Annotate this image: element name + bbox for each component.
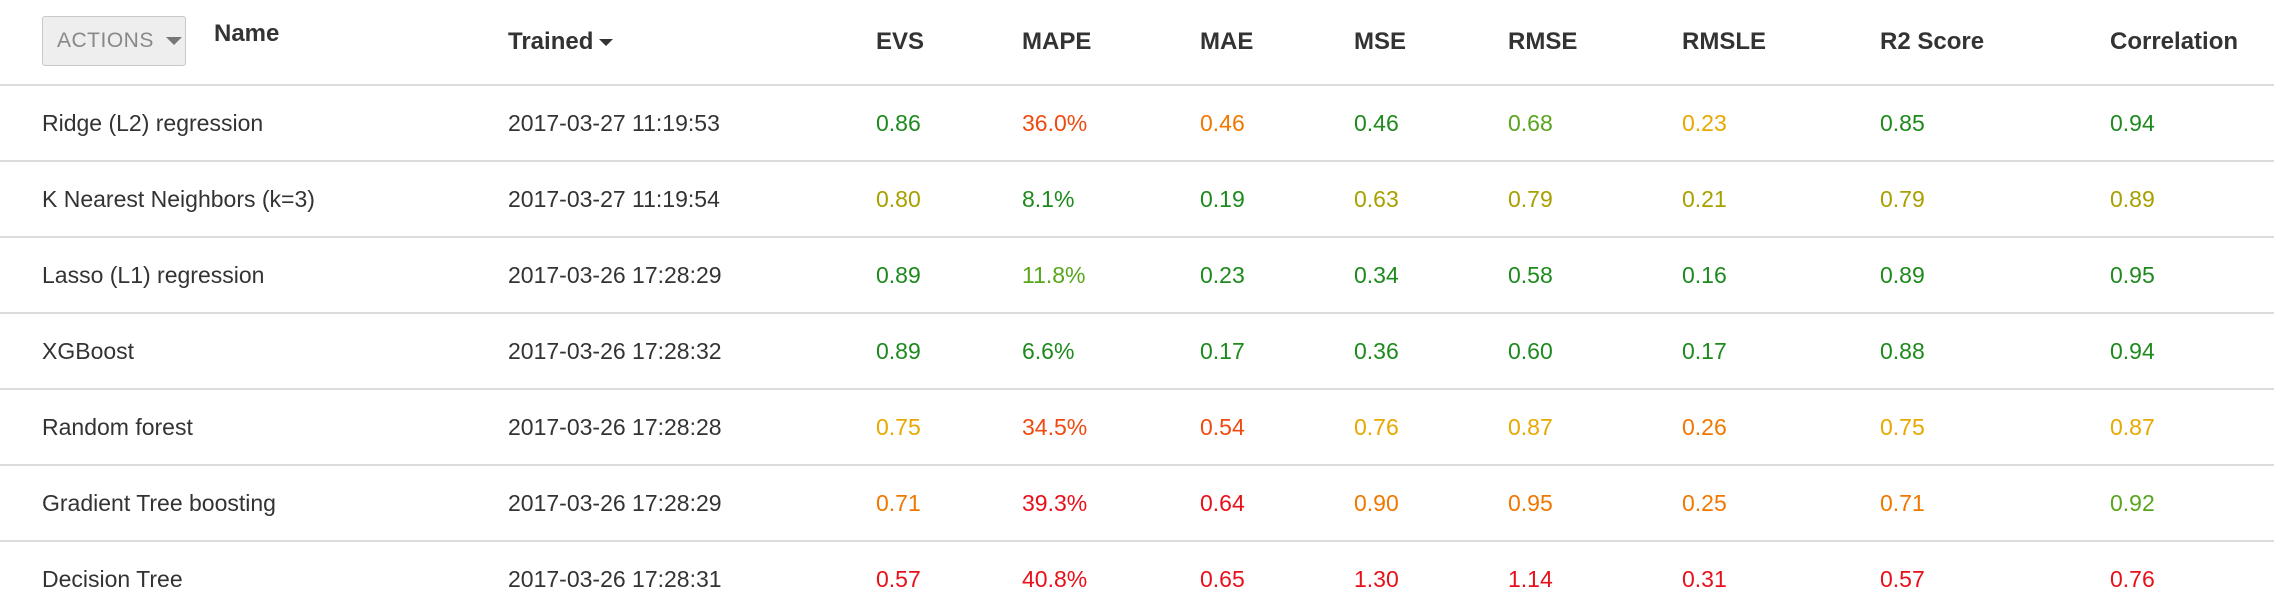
metric-correlation: 0.87 [2110, 413, 2155, 440]
model-name-link[interactable]: Decision Tree [42, 565, 183, 592]
metric-mse: 0.34 [1354, 261, 1399, 288]
column-header-evs[interactable]: EVS [876, 28, 925, 55]
metric-mae: 0.54 [1200, 413, 1245, 440]
trained-timestamp: 2017-03-26 17:28:28 [508, 413, 722, 440]
metric-r2-score: 0.57 [1880, 565, 1925, 592]
metric-mape: 36.0% [1022, 109, 1088, 136]
trained-timestamp: 2017-03-26 17:28:29 [508, 261, 722, 288]
table-row[interactable]: XGBoost 2017-03-26 17:28:32 0.89 6.6% 0.… [0, 314, 2274, 390]
metric-mse: 0.46 [1354, 109, 1399, 136]
trained-timestamp: 2017-03-27 11:19:53 [508, 109, 720, 136]
metric-mse: 0.63 [1354, 185, 1399, 212]
metric-mae: 0.65 [1200, 565, 1245, 592]
metric-mape: 34.5% [1022, 413, 1088, 440]
metric-correlation: 0.76 [2110, 565, 2155, 592]
metric-rmsle: 0.17 [1682, 337, 1727, 364]
metric-mae: 0.46 [1200, 109, 1245, 136]
metric-mse: 0.36 [1354, 337, 1399, 364]
metric-evs: 0.57 [876, 565, 921, 592]
metric-rmse: 0.58 [1508, 261, 1553, 288]
table-row[interactable]: Ridge (L2) regression 2017-03-27 11:19:5… [0, 86, 2274, 162]
metric-r2-score: 0.79 [1880, 185, 1925, 212]
metric-evs: 0.89 [876, 337, 921, 364]
column-header-mse[interactable]: MSE [1354, 28, 1407, 55]
table-row[interactable]: Decision Tree 2017-03-26 17:28:31 0.57 4… [0, 542, 2274, 616]
metric-correlation: 0.89 [2110, 185, 2155, 212]
metric-r2-score: 0.89 [1880, 261, 1925, 288]
metric-rmsle: 0.26 [1682, 413, 1727, 440]
column-header-rmse[interactable]: RMSE [1508, 28, 1578, 55]
table-row[interactable]: K Nearest Neighbors (k=3) 2017-03-27 11:… [0, 162, 2274, 238]
column-header-mape[interactable]: MAPE [1022, 28, 1092, 55]
metric-rmse: 0.79 [1508, 185, 1553, 212]
metric-r2-score: 0.88 [1880, 337, 1925, 364]
metric-mae: 0.17 [1200, 337, 1245, 364]
metric-rmse: 0.60 [1508, 337, 1553, 364]
metric-mae: 0.64 [1200, 489, 1245, 516]
metric-correlation: 0.92 [2110, 489, 2155, 516]
column-header-rmsle[interactable]: RMSLE [1682, 28, 1766, 55]
metric-rmse: 0.68 [1508, 109, 1553, 136]
metric-rmse: 0.87 [1508, 413, 1553, 440]
column-header-mae[interactable]: MAE [1200, 28, 1254, 55]
metric-correlation: 0.94 [2110, 337, 2155, 364]
metric-evs: 0.89 [876, 261, 921, 288]
column-header-trained[interactable]: Trained [508, 0, 614, 84]
column-header-trained-label: Trained [508, 28, 594, 55]
model-name-link[interactable]: Lasso (L1) regression [42, 261, 265, 288]
metric-evs: 0.71 [876, 489, 921, 516]
metric-mape: 8.1% [1022, 185, 1075, 212]
metric-rmsle: 0.31 [1682, 565, 1727, 592]
chevron-down-icon [165, 37, 182, 45]
trained-timestamp: 2017-03-26 17:28:31 [508, 565, 722, 592]
trained-timestamp: 2017-03-26 17:28:29 [508, 489, 722, 516]
metric-rmsle: 0.16 [1682, 261, 1727, 288]
metric-rmsle: 0.23 [1682, 109, 1727, 136]
column-header-r2-score[interactable]: R2 Score [1880, 28, 1985, 55]
metric-r2-score: 0.85 [1880, 109, 1925, 136]
metric-mape: 11.8% [1022, 261, 1086, 288]
metric-evs: 0.86 [876, 109, 921, 136]
metric-mape: 39.3% [1022, 489, 1088, 516]
model-name-link[interactable]: Random forest [42, 413, 193, 440]
metric-r2-score: 0.71 [1880, 489, 1925, 516]
metric-r2-score: 0.75 [1880, 413, 1925, 440]
metric-mse: 1.30 [1354, 565, 1399, 592]
model-name-link[interactable]: Ridge (L2) regression [42, 109, 264, 136]
metric-evs: 0.80 [876, 185, 921, 212]
table-row[interactable]: Lasso (L1) regression 2017-03-26 17:28:2… [0, 238, 2274, 314]
metric-correlation: 0.94 [2110, 109, 2155, 136]
table-body: Ridge (L2) regression 2017-03-27 11:19:5… [0, 86, 2274, 616]
metric-mse: 0.76 [1354, 413, 1399, 440]
metric-mse: 0.90 [1354, 489, 1399, 516]
metric-mape: 6.6% [1022, 337, 1075, 364]
sort-descending-icon [599, 38, 614, 46]
table-row[interactable]: Random forest 2017-03-26 17:28:28 0.75 3… [0, 390, 2274, 466]
table-row[interactable]: Gradient Tree boosting 2017-03-26 17:28:… [0, 466, 2274, 542]
model-name-link[interactable]: XGBoost [42, 337, 135, 364]
column-header-name-label: Name [214, 20, 280, 47]
model-name-link[interactable]: K Nearest Neighbors (k=3) [42, 185, 315, 212]
metric-rmsle: 0.25 [1682, 489, 1727, 516]
trained-timestamp: 2017-03-26 17:28:32 [508, 337, 722, 364]
metric-mape: 40.8% [1022, 565, 1088, 592]
metric-rmse: 1.14 [1508, 565, 1553, 592]
metric-correlation: 0.95 [2110, 261, 2155, 288]
model-name-link[interactable]: Gradient Tree boosting [42, 489, 276, 516]
actions-dropdown-button[interactable]: ACTIONS [42, 16, 186, 66]
actions-button-label: ACTIONS [57, 29, 154, 52]
metric-evs: 0.75 [876, 413, 921, 440]
metric-mae: 0.19 [1200, 185, 1245, 212]
trained-timestamp: 2017-03-27 11:19:54 [508, 185, 720, 212]
metric-rmse: 0.95 [1508, 489, 1553, 516]
column-header-correlation[interactable]: Correlation [2110, 28, 2239, 55]
table-header-row: ACTIONS Name Trained EVS MAPE MAE MSE RM… [0, 0, 2274, 86]
column-header-name[interactable]: Name [214, 0, 279, 76]
metric-mae: 0.23 [1200, 261, 1245, 288]
metric-rmsle: 0.21 [1682, 185, 1727, 212]
